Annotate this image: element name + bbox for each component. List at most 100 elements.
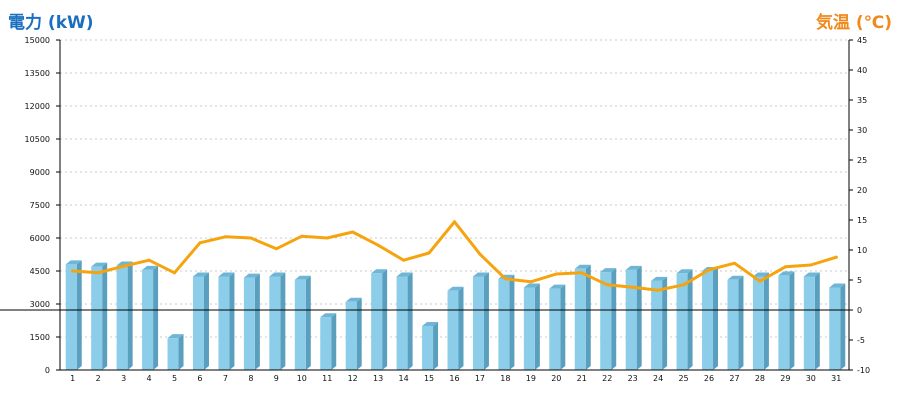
x-tick-label: 21 <box>577 374 587 383</box>
bar-top <box>752 272 769 277</box>
bar-side <box>662 276 668 370</box>
bar <box>396 276 408 370</box>
bar-top <box>371 269 388 274</box>
bar-side <box>611 268 617 370</box>
grid-layer <box>60 39 849 338</box>
bar-side <box>433 322 439 370</box>
x-tick-label: 19 <box>526 374 536 383</box>
bar-top <box>243 273 260 278</box>
bar <box>65 264 77 370</box>
bar-top <box>396 272 413 277</box>
bar-top <box>142 265 159 270</box>
x-tick-label: 24 <box>653 374 663 383</box>
bar-top <box>523 283 540 288</box>
x-tick-label: 29 <box>780 374 790 383</box>
bar-side <box>203 272 209 370</box>
bar-side <box>687 269 693 370</box>
right-tick-label: 45 <box>857 36 867 45</box>
left-tick-label: 4500 <box>30 267 50 276</box>
bar <box>803 276 815 370</box>
right-tick-label: 40 <box>857 66 867 75</box>
x-tick-label: 18 <box>500 374 510 383</box>
bar <box>600 272 612 370</box>
bar-side <box>713 267 719 370</box>
bar <box>243 277 255 370</box>
x-tick-label: 11 <box>322 374 332 383</box>
bar-side <box>76 260 82 370</box>
temperature-point <box>173 271 177 275</box>
bar-top <box>294 275 311 280</box>
temperature-point <box>122 264 126 268</box>
label-layer: 0 1500 3000 4500 6000 7500 9000 10500 12000 13500… <box>25 36 871 383</box>
bar-side <box>509 274 515 370</box>
right-tick-label: 35 <box>857 96 867 105</box>
x-tick-label: 15 <box>424 374 434 383</box>
bar <box>727 279 739 370</box>
left-tick-label: 0 <box>45 366 50 375</box>
temperature-point <box>809 263 813 267</box>
left-tick-label: 12000 <box>25 102 50 111</box>
x-tick-label: 13 <box>373 374 383 383</box>
temperature-point <box>249 236 253 240</box>
bar <box>651 280 663 370</box>
bar-side <box>763 272 769 370</box>
bar-top <box>803 272 820 277</box>
bar-top <box>345 297 362 302</box>
temperature-point <box>631 285 635 289</box>
left-tick-label: 3000 <box>30 300 50 309</box>
temperature-point <box>325 236 329 240</box>
bar-top <box>727 275 744 280</box>
temperature-point <box>682 283 686 287</box>
bar-top <box>549 284 566 289</box>
bar-side <box>407 272 413 370</box>
bar <box>549 288 561 370</box>
bar-side <box>382 269 388 370</box>
x-tick-label: 3 <box>121 374 126 383</box>
bar <box>778 275 790 370</box>
bar <box>422 326 434 370</box>
bar-side <box>840 283 846 370</box>
temperature-point <box>453 220 456 224</box>
left-axis-title: 電力 (kW) <box>8 13 94 33</box>
bar-side <box>254 273 260 370</box>
bar-side <box>789 271 795 370</box>
x-tick-label: 27 <box>729 374 739 383</box>
bar-side <box>814 272 820 370</box>
bar <box>523 287 535 370</box>
x-tick-label: 10 <box>297 374 307 383</box>
bar-side <box>305 275 311 370</box>
temperature-point <box>580 271 584 275</box>
bar-top <box>625 265 642 270</box>
bar-side <box>738 275 744 370</box>
bar-side <box>483 272 489 370</box>
bar-top <box>829 283 846 288</box>
left-tick-label: 7500 <box>30 201 50 210</box>
bar <box>498 278 510 370</box>
bar-top <box>422 322 439 326</box>
bar-side <box>560 284 566 370</box>
x-tick-label: 31 <box>831 374 841 383</box>
temperature-point <box>783 265 787 269</box>
x-tick-label: 1 <box>70 374 75 383</box>
line-layer <box>71 220 838 292</box>
bar-layer <box>65 260 846 370</box>
temperature-point <box>223 235 227 239</box>
temperature-point <box>554 272 558 276</box>
left-tick-label: 6000 <box>30 234 50 243</box>
x-tick-label: 25 <box>678 374 688 383</box>
bar <box>192 276 204 370</box>
bar-top <box>269 272 286 277</box>
bar-side <box>229 272 235 370</box>
bar <box>294 279 306 370</box>
x-tick-label: 23 <box>628 374 638 383</box>
bar <box>116 265 128 370</box>
temperature-point <box>478 252 482 256</box>
bar-side <box>458 286 464 370</box>
x-tick-label: 14 <box>399 374 409 383</box>
x-tick-label: 28 <box>755 374 765 383</box>
right-tick-label: 5 <box>857 276 862 285</box>
temperature-point <box>274 247 278 251</box>
right-tick-label: 10 <box>857 246 867 255</box>
bar-side <box>127 261 133 370</box>
bar <box>218 276 230 370</box>
